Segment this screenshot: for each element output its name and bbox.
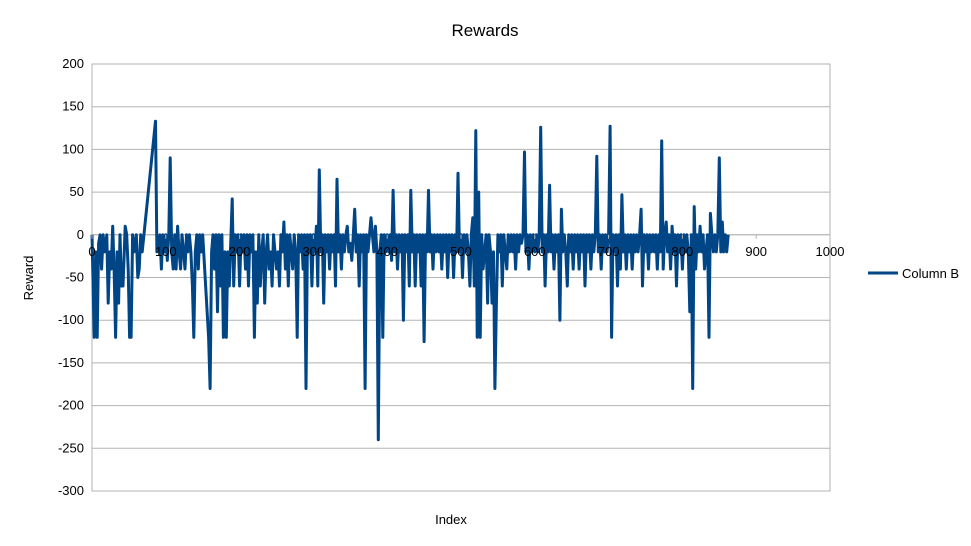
y-tick-label: 150: [62, 99, 84, 114]
y-axis-ticks: 200 150 100 50 0 -50 -100 -150 -200 -250 -300: [58, 56, 84, 498]
legend: Column B: [868, 266, 959, 281]
x-tick-label: 900: [745, 244, 767, 259]
x-tick-label: 800: [672, 244, 694, 259]
y-tick-label: -100: [58, 312, 84, 327]
x-tick-label: 100: [155, 244, 177, 259]
x-tick-label: 300: [303, 244, 325, 259]
x-tick-label: 400: [376, 244, 398, 259]
x-axis-ticks: 0 100 200 300 400 500 600 700 800 900 1000: [88, 234, 845, 259]
y-tick-label: -200: [58, 398, 84, 413]
x-tick-label: 500: [450, 244, 472, 259]
y-tick-label: -50: [65, 270, 84, 285]
y-tick-label: 0: [77, 227, 84, 242]
x-tick-label: 0: [88, 244, 95, 259]
y-axis-label: Reward: [21, 256, 36, 301]
x-tick-label: 700: [598, 244, 620, 259]
x-tick-label: 1000: [816, 244, 845, 259]
x-tick-label: 200: [229, 244, 251, 259]
chart-title: Rewards: [451, 21, 518, 40]
series-line-column-b: [90, 119, 730, 442]
y-tick-label: -150: [58, 355, 84, 370]
x-tick-label: 600: [524, 244, 546, 259]
y-tick-label: 50: [70, 184, 84, 199]
legend-label-column-b: Column B: [902, 266, 959, 281]
y-tick-label: 200: [62, 56, 84, 71]
x-axis-label: Index: [435, 512, 467, 527]
y-tick-label: -300: [58, 483, 84, 498]
y-tick-label: 100: [62, 141, 84, 156]
y-tick-label: -250: [58, 440, 84, 455]
